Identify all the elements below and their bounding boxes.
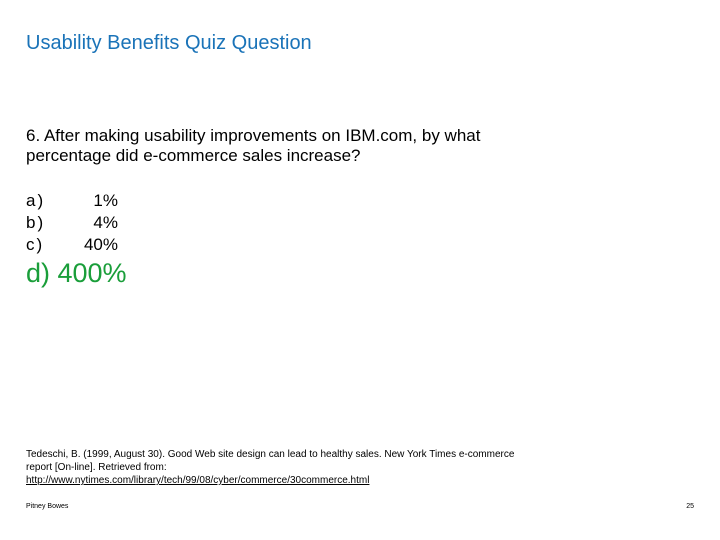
option-value: 4% xyxy=(93,213,118,232)
option-a: a) 1% xyxy=(26,190,118,212)
page-number: 25 xyxy=(686,503,694,510)
slide-title: Usability Benefits Quiz Question xyxy=(26,32,312,54)
footer-author: Pitney Bowes xyxy=(26,503,69,510)
answer-options: a) 1% b) 4% c) 40% xyxy=(26,190,118,256)
option-b: b) 4% xyxy=(26,212,118,234)
citation-text: Tedeschi, B. (1999, August 30). Good Web… xyxy=(26,449,515,473)
option-c: c) 40% xyxy=(26,234,118,256)
quiz-question: 6. After making usability improvements o… xyxy=(26,126,481,165)
option-letter: a) xyxy=(26,191,46,210)
citation: Tedeschi, B. (1999, August 30). Good Web… xyxy=(26,448,526,487)
option-letter: b) xyxy=(26,213,46,232)
correct-answer: d) 400% xyxy=(26,258,127,288)
citation-link[interactable]: http://www.nytimes.com/library/tech/99/0… xyxy=(26,475,370,486)
option-value: 1% xyxy=(93,191,118,210)
option-value: 40% xyxy=(83,235,118,254)
option-letter: c) xyxy=(26,235,45,254)
